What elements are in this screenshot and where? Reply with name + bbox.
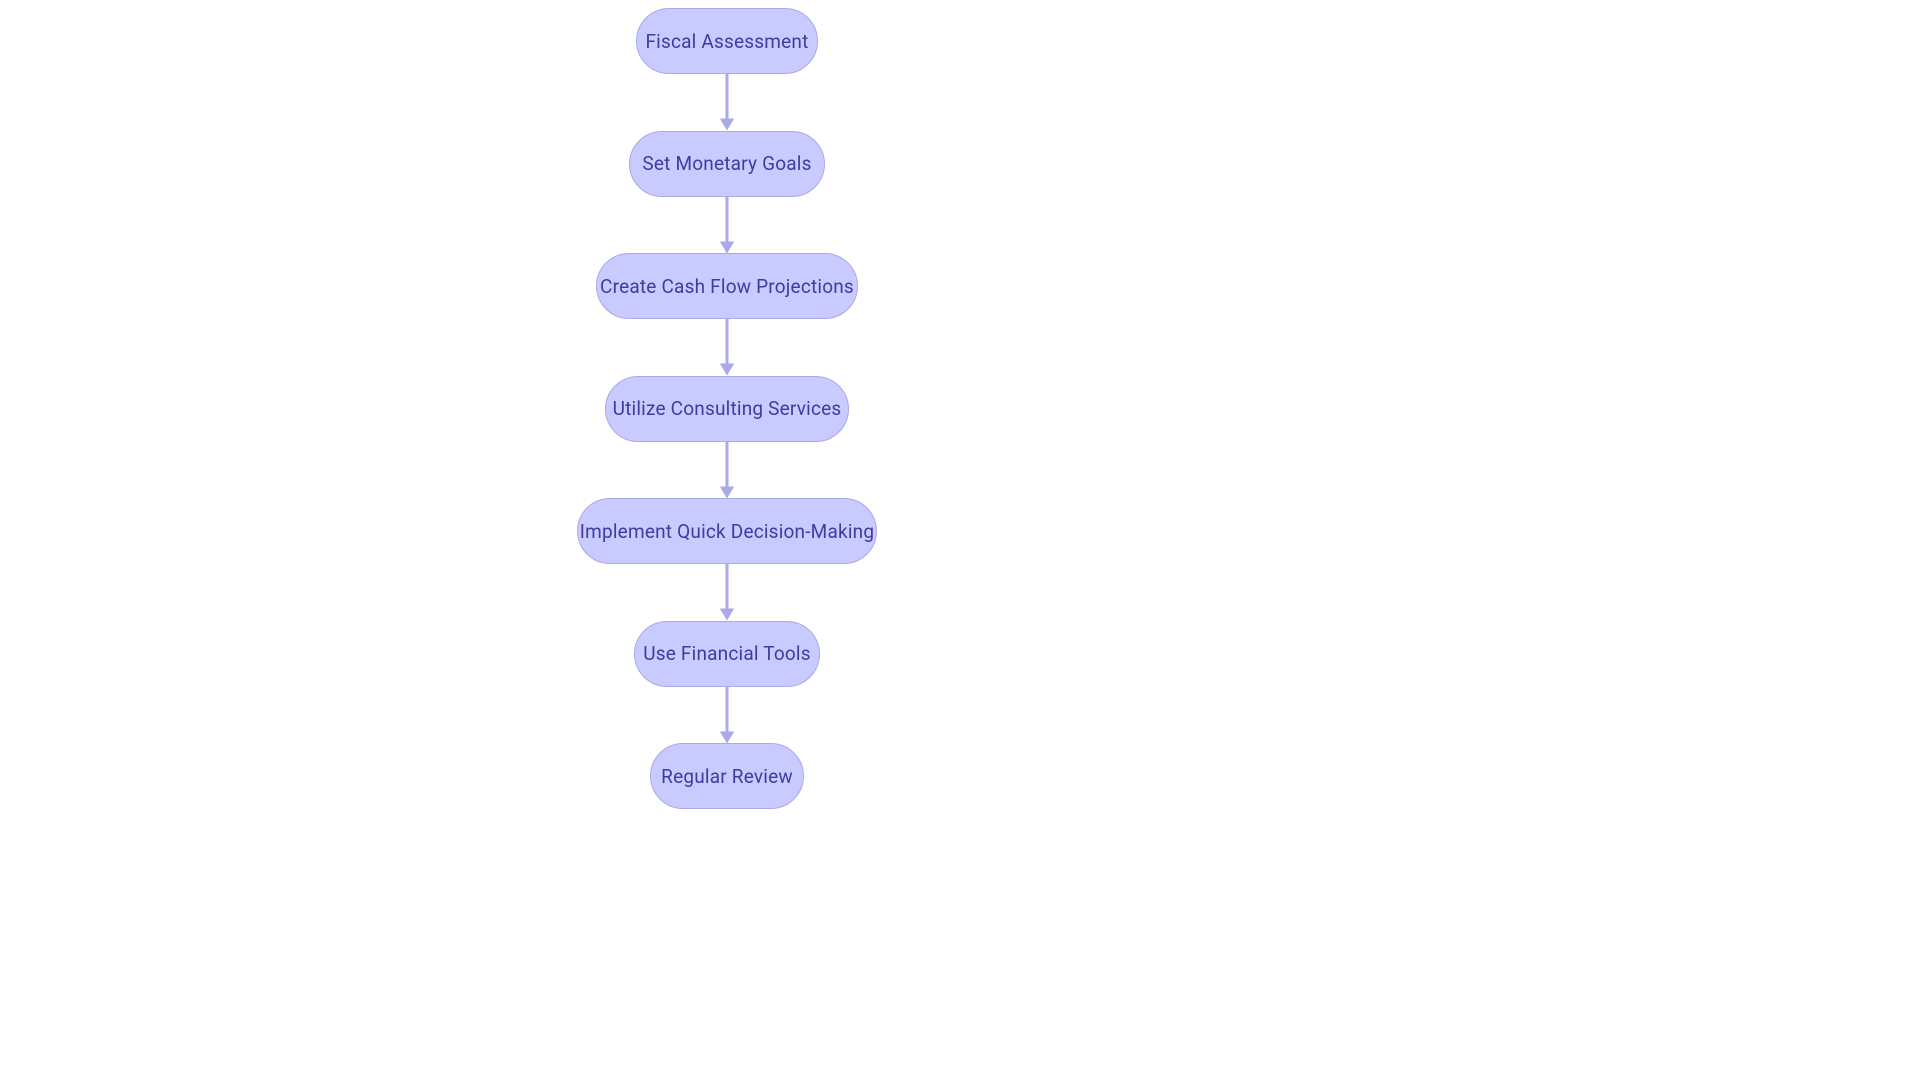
arrow-4 bbox=[715, 442, 739, 501]
node-n5: Implement Quick Decision-Making bbox=[577, 498, 877, 564]
arrow-6 bbox=[715, 687, 739, 746]
node-n3: Create Cash Flow Projections bbox=[596, 253, 858, 319]
node-n4: Utilize Consulting Services bbox=[605, 376, 849, 442]
arrow-2 bbox=[715, 197, 739, 256]
flowchart-canvas: Fiscal Assessment Set Monetary Goals Creat… bbox=[0, 0, 1920, 1083]
node-n7: Regular Review bbox=[650, 743, 804, 809]
node-n6: Use Financial Tools bbox=[634, 621, 820, 687]
arrow-1 bbox=[715, 74, 739, 133]
arrow-3 bbox=[715, 319, 739, 378]
arrow-5 bbox=[715, 564, 739, 623]
node-n1: Fiscal Assessment bbox=[636, 8, 818, 74]
node-n2: Set Monetary Goals bbox=[629, 131, 825, 197]
